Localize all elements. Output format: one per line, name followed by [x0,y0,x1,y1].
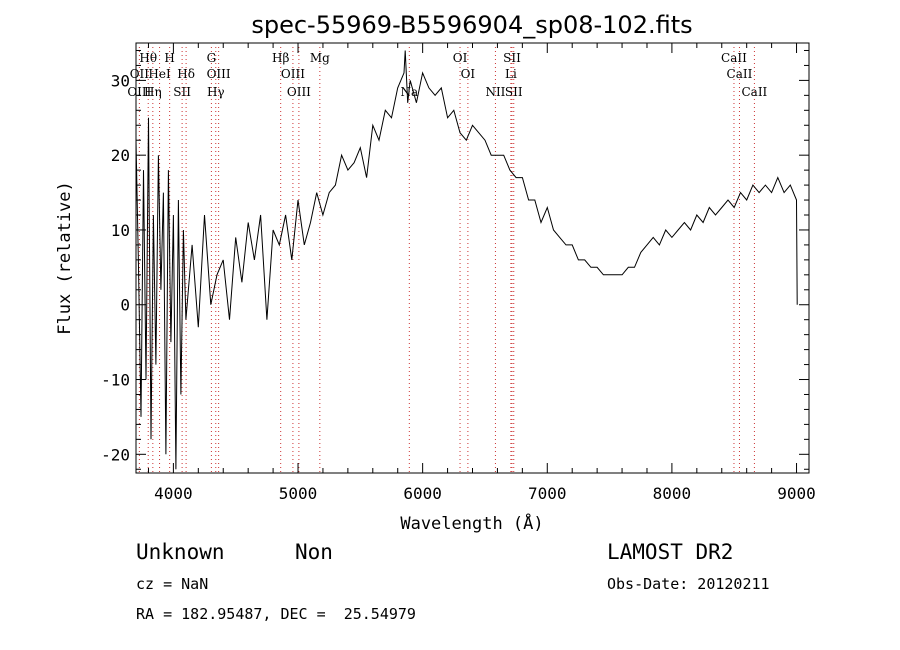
x-tick-label: 5000 [279,484,318,503]
line-id-label: Mg [310,51,330,65]
coordinates: RA = 182.95487, DEC = 25.54979 [136,605,416,623]
line-id-label: OIII [281,67,305,81]
line-id-label: SII [173,85,191,99]
line-id-label: Hη [144,85,162,99]
y-tick-label: -20 [101,445,130,464]
line-id-label: CaII [727,67,753,81]
line-id-label: OI [461,67,476,81]
x-axis: 4000 5000 6000 7000 8000 9000 [147,43,816,503]
line-id-label: Hδ [177,67,195,81]
y-tick-label: -10 [101,371,130,390]
y-axis: -20 -10 0 10 20 30 [101,49,809,470]
redshift-value: cz = NaN [136,575,209,593]
line-id-label: OIII [287,85,311,99]
y-tick-label: 0 [120,296,130,315]
line-id-label: NII [485,85,505,99]
x-axis-label: Wavelength (Å) [400,512,543,534]
line-id-label: OIII [127,85,151,99]
line-id-label: CaII [741,85,767,99]
observation-date: Obs-Date: 20120211 [607,575,770,593]
line-id-label: SII [503,51,521,65]
x-tick-label: 8000 [653,484,692,503]
y-tick-label: 30 [111,71,130,90]
line-id-label: OIII [207,67,231,81]
line-id-labels: Hθ H G Hβ Mg OI SII CaII OII HeI Hδ OIII OIII OI Li CaI… [127,51,767,99]
spectral-subclass: Non [295,540,333,564]
line-id-label: Hγ [207,85,225,99]
x-tick-label: 7000 [528,484,567,503]
line-id-label: SII [505,85,523,99]
line-id-label: Hβ [272,51,289,65]
x-tick-label: 6000 [403,484,442,503]
y-tick-label: 10 [111,221,130,240]
spectrum-line [135,50,798,470]
line-id-label: CaII [721,51,747,65]
x-tick-label: 4000 [154,484,193,503]
line-id-label: Hθ [139,51,157,65]
line-id-markers [138,47,755,473]
y-tick-label: 20 [111,146,130,165]
y-axis-label: Flux (relative) [55,181,75,335]
line-id-label: Li [505,67,517,81]
line-id-label: H [164,51,174,65]
x-tick-label: 9000 [777,484,816,503]
line-id-label: OII [130,67,150,81]
line-id-label: HeI [148,67,171,81]
spectral-class: Unknown [136,540,225,564]
chart-title: spec-55969-B5596904_sp08-102.fits [251,11,692,39]
plot-frame [135,42,810,474]
line-id-label: G [207,51,217,65]
survey-name: LAMOST DR2 [607,540,734,564]
line-id-label: OI [453,51,468,65]
